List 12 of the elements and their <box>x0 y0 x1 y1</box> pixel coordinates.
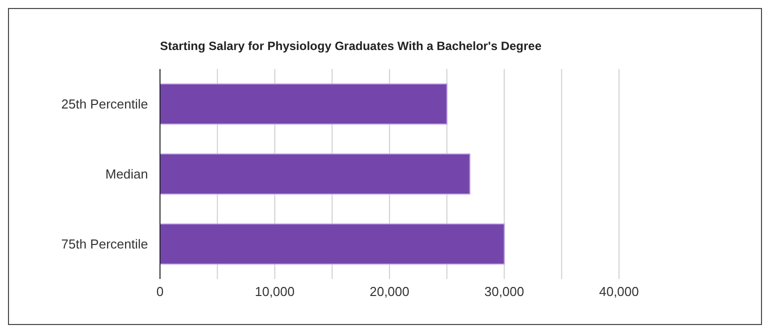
bar <box>160 154 470 194</box>
y-tick-label: 75th Percentile <box>61 236 148 252</box>
x-tick-label: 10,000 <box>254 284 295 300</box>
x-tick-label: 20,000 <box>370 284 410 300</box>
chart-title: Starting Salary for Physiology Graduates With a Bachelor's Degree <box>160 39 542 53</box>
bar <box>160 224 505 264</box>
bar <box>160 84 448 124</box>
y-tick-label: 25th Percentile <box>61 96 148 112</box>
y-tick-label: Median <box>105 166 148 182</box>
x-tick-label: 0 <box>156 284 164 300</box>
x-tick-label: 30,000 <box>484 284 524 300</box>
x-tick-label: 40,000 <box>599 284 639 300</box>
